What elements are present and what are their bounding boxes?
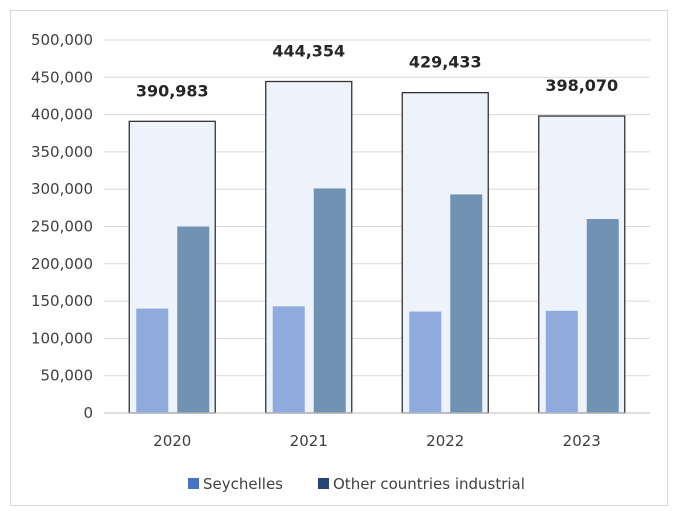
total-data-label: 390,983 [136,81,209,100]
bar-seychelles [545,310,578,413]
y-tick-label: 400,000 [31,106,93,124]
x-tick-label: 2022 [426,432,464,450]
y-tick-label: 350,000 [31,143,93,161]
y-tick-label: 0 [83,404,93,422]
y-tick-label: 250,000 [31,218,93,236]
bar-seychelles [272,306,305,413]
y-tick-label: 150,000 [31,292,93,310]
y-tick-label: 500,000 [31,31,93,49]
x-tick-label: 2021 [290,432,328,450]
legend-swatch [188,478,199,489]
x-tick-label: 2023 [563,432,601,450]
bar-seychelles [136,308,169,413]
y-tick-label: 50,000 [41,367,94,385]
legend-swatch [318,478,329,489]
legend-label: Other countries industrial [333,475,525,493]
bar-other-countries [313,188,346,413]
bar-other-countries [177,226,210,413]
total-data-label: 398,070 [545,76,618,95]
bar-other-countries [450,194,483,413]
bar-seychelles [409,311,442,413]
y-tick-label: 300,000 [31,180,93,198]
y-tick-label: 100,000 [31,329,93,347]
bar-other-countries [586,219,619,413]
y-tick-label: 200,000 [31,255,93,273]
total-data-label: 429,433 [409,53,482,72]
x-tick-label: 2020 [153,432,191,450]
y-tick-label: 450,000 [31,68,93,86]
legend-label: Seychelles [203,475,283,493]
total-data-label: 444,354 [272,42,345,61]
